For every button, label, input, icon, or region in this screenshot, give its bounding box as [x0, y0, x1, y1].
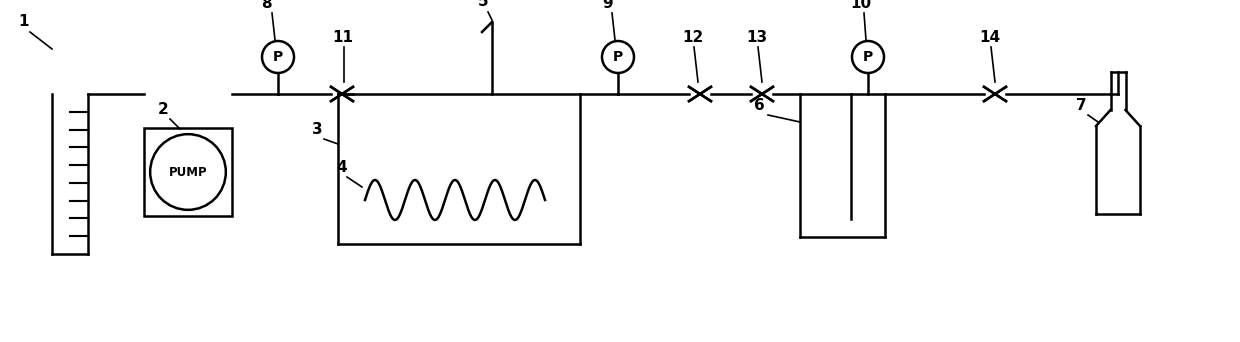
- Text: P: P: [613, 50, 624, 64]
- Text: P: P: [863, 50, 873, 64]
- Text: 7: 7: [1076, 98, 1086, 113]
- Text: 2: 2: [157, 102, 169, 117]
- Text: 1: 1: [19, 14, 29, 29]
- Circle shape: [262, 41, 294, 73]
- Circle shape: [150, 134, 226, 210]
- Circle shape: [601, 41, 634, 73]
- Circle shape: [852, 41, 884, 73]
- Text: 14: 14: [980, 30, 1001, 45]
- Text: 8: 8: [260, 0, 272, 11]
- Text: 13: 13: [746, 30, 768, 45]
- Text: PUMP: PUMP: [169, 166, 207, 179]
- Bar: [144, 128, 232, 216]
- Text: 10: 10: [849, 0, 872, 11]
- Text: 3: 3: [312, 122, 322, 137]
- Text: 6: 6: [754, 98, 765, 113]
- Text: 9: 9: [601, 0, 613, 11]
- Text: P: P: [273, 50, 283, 64]
- Text: 4: 4: [336, 160, 347, 175]
- Text: 5: 5: [477, 0, 489, 9]
- Text: 11: 11: [332, 30, 353, 45]
- Text: 12: 12: [682, 30, 703, 45]
